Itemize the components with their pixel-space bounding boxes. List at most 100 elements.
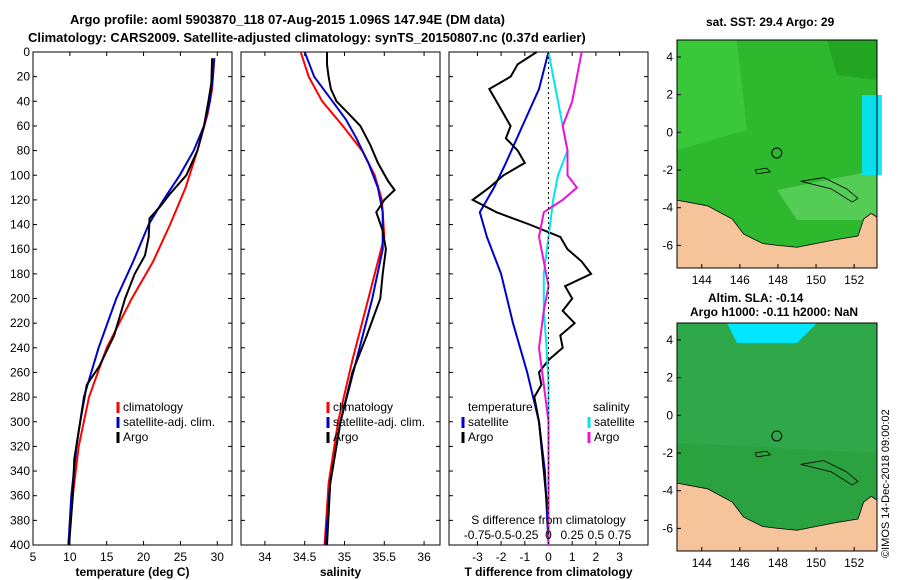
s-diff-tick-label: -0.75 <box>464 528 492 542</box>
x-tick-label: 30 <box>211 550 225 564</box>
lon-tick-label: 146 <box>730 273 750 287</box>
s-diff-tick-label: 0.25 <box>561 528 585 542</box>
lon-tick-label: 148 <box>768 556 788 570</box>
sst-patch <box>827 40 877 80</box>
x-tick-label: 20 <box>137 550 151 564</box>
lat-tick-label: 0 <box>666 408 673 422</box>
sst-map-frame <box>676 39 878 269</box>
lon-tick-label: 152 <box>844 556 864 570</box>
legend-1-entry-1: climatology <box>123 400 183 414</box>
x-tick-label: -3 <box>472 550 483 564</box>
depth-tick-label: 120 <box>10 193 30 207</box>
x-tick-label: 5 <box>30 550 37 564</box>
depth-tick-label: 40 <box>17 94 31 108</box>
sst-map-title: sat. SST: 29.4 Argo: 29 <box>706 15 835 29</box>
lat-tick-label: -6 <box>662 238 673 252</box>
x-tick-label: -2 <box>496 550 507 564</box>
x-tick-label: 36 <box>417 550 431 564</box>
lon-tick-label: 148 <box>768 273 788 287</box>
lat-tick-label: 4 <box>666 333 673 347</box>
depth-tick-label: 320 <box>10 439 30 453</box>
header-line2: Climatology: CARS2009. Satellite-adjuste… <box>28 30 586 45</box>
lat-tick-label: -4 <box>662 201 673 215</box>
x-tick-label: -1 <box>519 550 530 564</box>
depth-tick-label: 100 <box>10 168 30 182</box>
lon-tick-label: 144 <box>692 556 712 570</box>
depth-tick-label: 340 <box>10 464 30 478</box>
depth-tick-label: 220 <box>10 316 30 330</box>
series-line-s-argo <box>537 51 583 545</box>
header-line1: Argo profile: aoml 5903870_118 07-Aug-20… <box>70 12 505 27</box>
legend-2-entry-3: Argo <box>333 430 359 444</box>
legend-salinity-title: salinity <box>593 400 630 414</box>
lat-tick-label: 2 <box>666 371 673 385</box>
depth-tick-label: 240 <box>10 341 30 355</box>
lon-tick-label: 146 <box>730 556 750 570</box>
x-tick-label: 0 <box>545 550 552 564</box>
series-line-argo <box>326 52 396 546</box>
x-tick-label: 1 <box>569 550 576 564</box>
lat-tick-label: -4 <box>662 484 673 498</box>
legend-2-entry-2: satellite-adj. clim. <box>333 415 425 429</box>
sla-map-title-1: Altim. SLA: -0.14 <box>708 291 804 305</box>
sst-float-marker <box>771 147 783 159</box>
lat-tick-label: 2 <box>666 88 673 102</box>
x-tick-label: 3 <box>616 550 623 564</box>
depth-tick-label: 360 <box>10 489 30 503</box>
sla-float-marker <box>771 430 783 442</box>
series-line-t-argo <box>470 51 593 545</box>
x-tick-label: 25 <box>174 550 188 564</box>
s-diff-tick-label: -0.5 <box>491 528 512 542</box>
sst-patch <box>777 170 877 220</box>
x-axis-label: temperature (deg C) <box>75 565 189 579</box>
legend-1-entry-3: Argo <box>123 430 149 444</box>
sst-map-coastline <box>800 177 859 203</box>
depth-tick-label: 280 <box>10 390 30 404</box>
x-tick-label: 34 <box>258 550 272 564</box>
depth-tick-label: 140 <box>10 218 30 232</box>
s-diff-tick-label: -0.25 <box>511 528 539 542</box>
series-line-argo <box>68 58 214 546</box>
lon-tick-label: 152 <box>844 273 864 287</box>
sla-map-coastline <box>800 460 859 486</box>
sla-cyan-patch <box>727 323 817 343</box>
depth-tick-label: 200 <box>10 292 30 306</box>
depth-tick-label: 160 <box>10 242 30 256</box>
sla-map-island <box>754 450 772 458</box>
plot-frame-2 <box>240 51 441 546</box>
sla-map-frame <box>676 322 878 552</box>
legend-1-entry-2: satellite-adj. clim. <box>123 415 215 429</box>
x-tick-label: 2 <box>593 550 600 564</box>
x-tick-label: 10 <box>63 550 77 564</box>
depth-tick-label: 260 <box>10 365 30 379</box>
sla-map-title-2: Argo h1000: -0.11 h2000: NaN <box>690 305 859 319</box>
x-tick-label: 15 <box>100 550 114 564</box>
depth-tick-label: 80 <box>17 144 31 158</box>
lon-tick-label: 150 <box>806 556 826 570</box>
s-diff-axis-label: S difference from climatology <box>471 513 626 527</box>
lon-tick-label: 150 <box>806 273 826 287</box>
depth-tick-label: 20 <box>17 70 31 84</box>
legend-s-satellite: satellite <box>594 415 635 429</box>
legend-t-argo: Argo <box>468 430 494 444</box>
sst-cyan-patch <box>862 95 882 175</box>
x-tick-label: 35 <box>338 550 352 564</box>
x-tick-label: 35.5 <box>373 550 397 564</box>
depth-tick-label: 180 <box>10 267 30 281</box>
lon-tick-label: 144 <box>692 273 712 287</box>
depth-tick-label: 300 <box>10 415 30 429</box>
lat-tick-label: -2 <box>662 446 673 460</box>
depth-tick-label: 60 <box>17 119 31 133</box>
sst-warm-patch <box>677 40 747 150</box>
lat-tick-label: 4 <box>666 50 673 64</box>
depth-tick-label: 400 <box>10 538 30 552</box>
s-diff-tick-label: 0 <box>545 528 552 542</box>
x-axis-label: salinity <box>320 565 362 579</box>
lat-tick-label: 0 <box>666 125 673 139</box>
lat-tick-label: -6 <box>662 521 673 535</box>
s-diff-tick-label: 0.5 <box>588 528 605 542</box>
x-tick-label: 34.5 <box>293 550 317 564</box>
series-line-s-satellite <box>542 51 569 545</box>
legend-temperature-title: temperature <box>468 400 533 414</box>
